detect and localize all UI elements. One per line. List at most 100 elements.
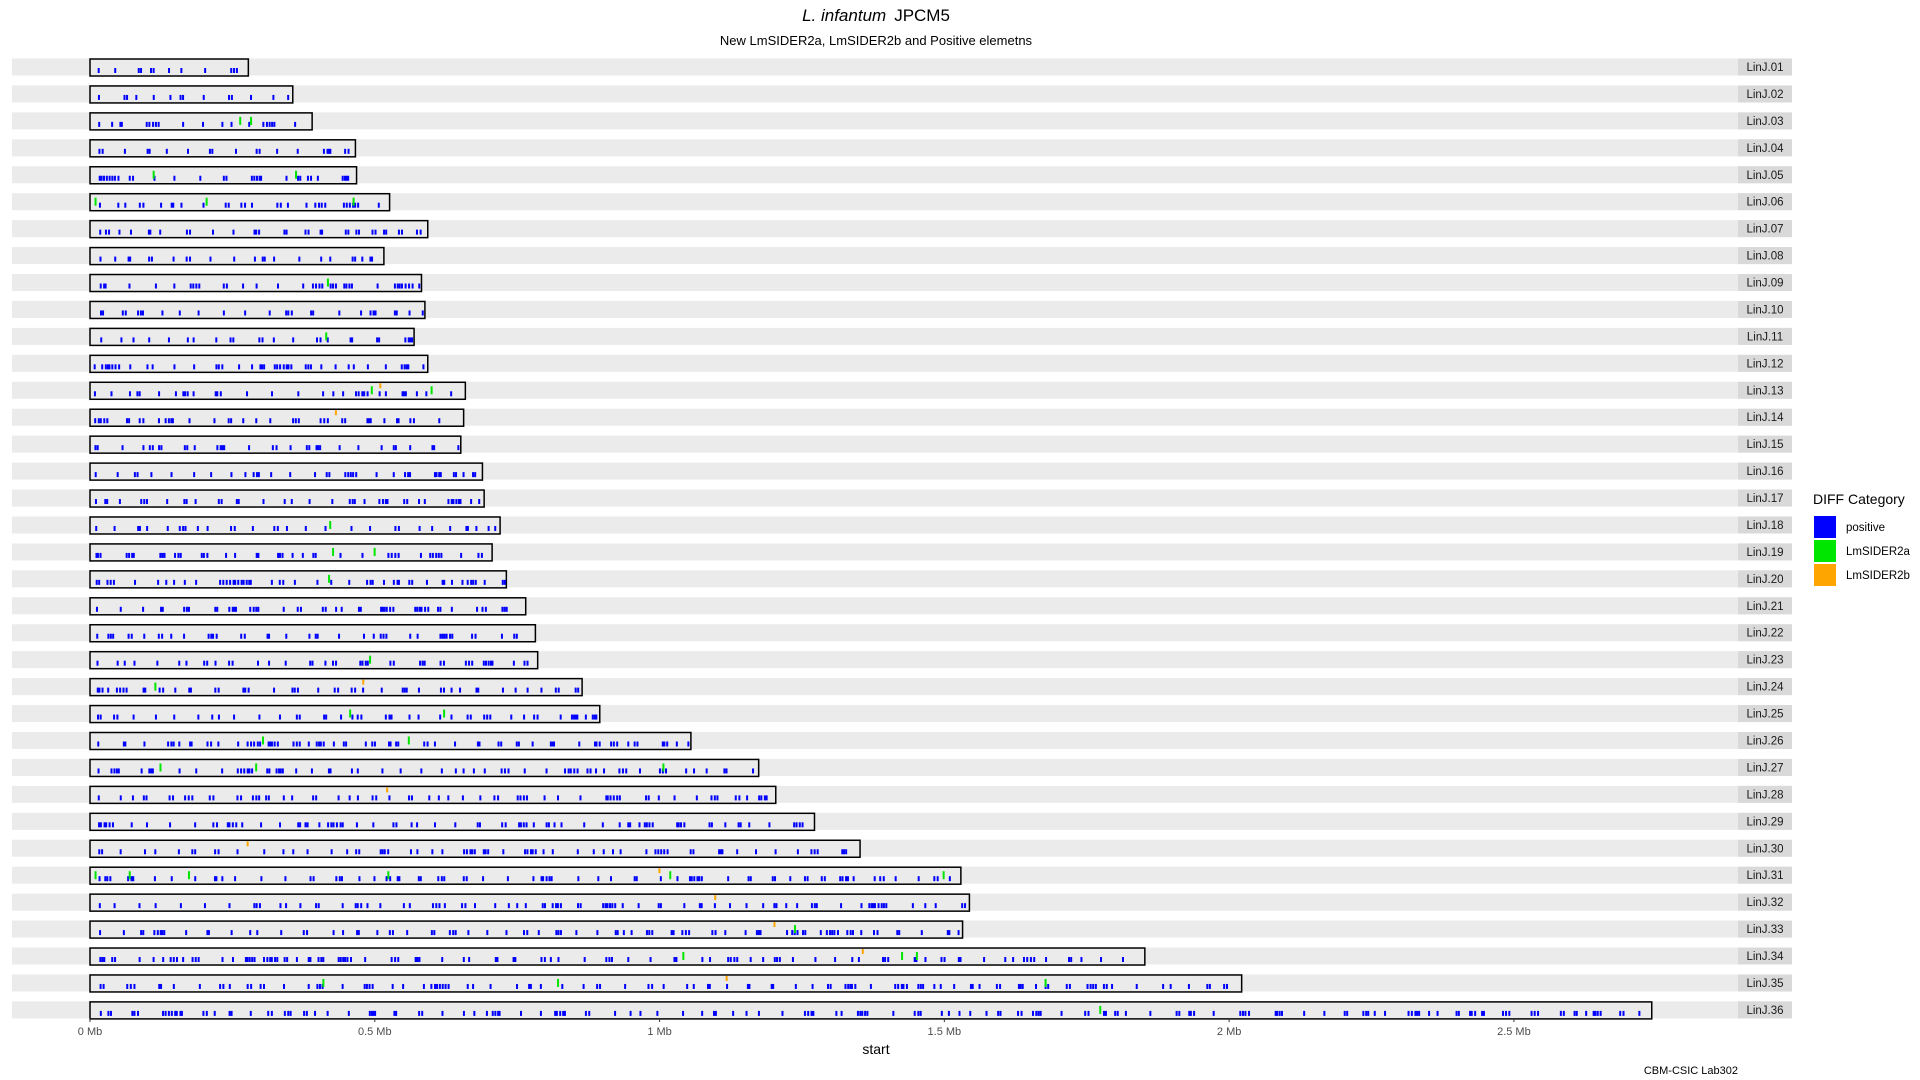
positive-element-mark	[416, 849, 419, 855]
positive-element-mark	[185, 256, 188, 262]
positive-element-mark	[152, 957, 155, 963]
positive-element-mark	[242, 418, 245, 424]
chromosome-row-LinJ.16	[12, 462, 1792, 481]
positive-element-mark	[940, 957, 943, 963]
positive-element-mark	[251, 795, 254, 801]
facet-strip-label: LinJ.02	[1746, 89, 1783, 101]
positive-element-mark	[114, 957, 117, 963]
positive-element-mark	[384, 499, 387, 505]
lmsider2a-mark	[373, 547, 376, 556]
positive-element-mark	[271, 121, 274, 127]
positive-element-mark	[234, 606, 237, 612]
positive-element-mark	[228, 660, 231, 666]
positive-element-mark	[1104, 1010, 1107, 1016]
positive-element-mark	[596, 930, 599, 936]
positive-element-mark	[555, 1010, 558, 1016]
positive-element-mark	[577, 687, 580, 693]
facet-strip-label: LinJ.33	[1746, 924, 1783, 936]
positive-element-mark	[140, 768, 143, 774]
positive-element-mark	[219, 579, 222, 585]
positive-element-mark	[451, 633, 454, 639]
positive-element-mark	[396, 876, 399, 882]
positive-element-mark	[969, 1010, 972, 1016]
lmsider2a-mark	[152, 170, 155, 179]
positive-element-mark	[248, 445, 251, 451]
positive-element-mark	[412, 418, 415, 424]
positive-element-mark	[522, 822, 525, 828]
positive-element-mark	[554, 687, 557, 693]
positive-element-mark	[211, 148, 214, 154]
positive-element-mark	[350, 283, 353, 289]
positive-element-mark	[408, 283, 411, 289]
positive-element-mark	[847, 983, 850, 989]
positive-element-mark	[386, 499, 389, 505]
positive-element-mark	[273, 121, 276, 127]
positive-element-mark	[425, 391, 428, 397]
positive-element-mark	[372, 822, 375, 828]
positive-element-mark	[194, 822, 197, 828]
positive-element-mark	[675, 741, 678, 747]
positive-element-mark	[478, 741, 481, 747]
positive-element-mark	[278, 768, 281, 774]
positive-element-mark	[389, 876, 392, 882]
positive-element-mark	[99, 310, 102, 316]
positive-element-mark	[170, 472, 173, 478]
positive-element-mark	[417, 876, 420, 882]
positive-element-mark	[545, 822, 548, 828]
positive-element-mark	[477, 687, 480, 693]
positive-element-mark	[342, 957, 345, 963]
positive-element-mark	[450, 391, 453, 397]
positive-element-mark	[469, 714, 472, 720]
positive-element-mark	[136, 391, 139, 397]
positive-element-mark	[215, 633, 218, 639]
positive-element-mark	[312, 552, 315, 558]
positive-element-mark	[758, 795, 761, 801]
positive-element-mark	[576, 849, 579, 855]
positive-element-mark	[232, 579, 235, 585]
positive-element-mark	[189, 256, 192, 262]
positive-element-mark	[124, 202, 127, 208]
positive-element-mark	[487, 660, 490, 666]
positive-element-mark	[249, 579, 252, 585]
positive-element-mark	[537, 930, 540, 936]
positive-element-mark	[473, 1010, 476, 1016]
positive-element-mark	[657, 795, 660, 801]
positive-element-mark	[192, 283, 195, 289]
positive-element-mark	[850, 983, 853, 989]
facet-strip-label: LinJ.26	[1746, 736, 1783, 748]
facet-strip-bg	[1738, 300, 1792, 318]
positive-element-mark	[148, 768, 151, 774]
positive-element-mark	[137, 1010, 140, 1016]
positive-element-mark	[144, 687, 147, 693]
positive-element-mark	[296, 606, 299, 612]
positive-element-mark	[303, 1010, 306, 1016]
positive-element-mark	[328, 472, 331, 478]
positive-element-mark	[98, 822, 101, 828]
positive-element-mark	[450, 714, 453, 720]
positive-element-mark	[659, 876, 662, 882]
positive-element-mark	[200, 552, 203, 558]
chromosome-row-LinJ.22	[12, 623, 1792, 643]
positive-element-mark	[639, 1010, 642, 1016]
positive-element-mark	[152, 121, 155, 127]
positive-element-mark	[385, 606, 388, 612]
facet-strip-label: LinJ.21	[1746, 601, 1783, 613]
positive-element-mark	[745, 1010, 748, 1016]
positive-element-mark	[253, 256, 256, 262]
positive-element-mark	[292, 418, 295, 424]
positive-element-mark	[506, 876, 509, 882]
positive-element-mark	[315, 445, 318, 451]
positive-element-mark	[287, 1010, 290, 1016]
positive-element-mark	[589, 768, 592, 774]
positive-element-mark	[1384, 1010, 1387, 1016]
positive-element-mark	[507, 903, 510, 909]
positive-element-mark	[1111, 983, 1114, 989]
positive-element-mark	[393, 310, 396, 316]
positive-element-mark	[297, 418, 300, 424]
positive-element-mark	[395, 822, 398, 828]
positive-element-mark	[366, 903, 369, 909]
positive-element-mark	[392, 822, 395, 828]
positive-element-mark	[971, 983, 974, 989]
positive-element-mark	[654, 849, 657, 855]
